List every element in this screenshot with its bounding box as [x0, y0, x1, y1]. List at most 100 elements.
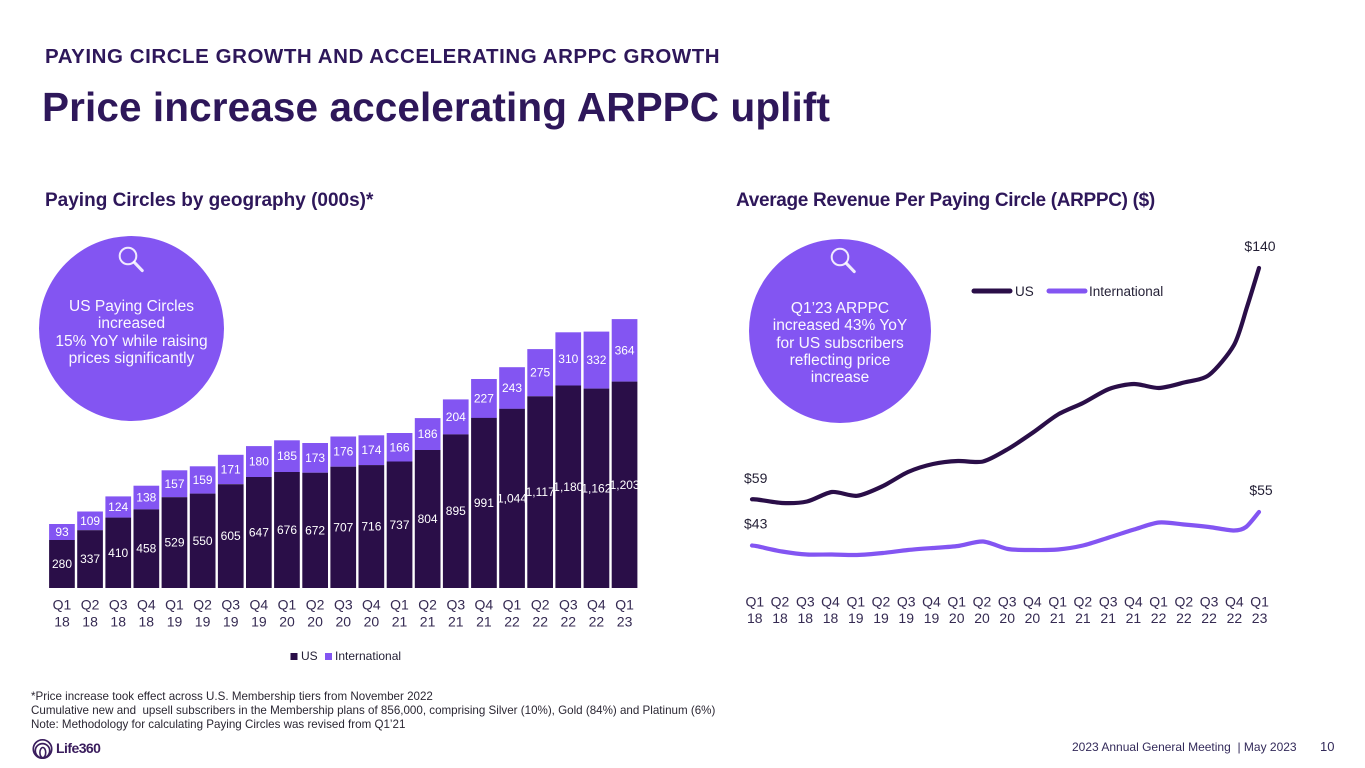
svg-text:529: 529 [164, 536, 184, 550]
svg-text:332: 332 [586, 353, 606, 367]
svg-text:1,180: 1,180 [553, 480, 583, 494]
svg-text:Q2: Q2 [771, 594, 790, 610]
svg-text:159: 159 [193, 473, 213, 487]
svg-text:109: 109 [80, 514, 100, 528]
svg-text:22: 22 [589, 614, 605, 630]
svg-text:18: 18 [82, 614, 98, 630]
svg-text:Q3: Q3 [897, 594, 916, 610]
svg-text:21: 21 [476, 614, 492, 630]
svg-text:337: 337 [80, 552, 100, 566]
svg-text:173: 173 [305, 451, 325, 465]
svg-text:20: 20 [1025, 610, 1041, 626]
svg-text:275: 275 [530, 366, 550, 380]
svg-text:Q3: Q3 [446, 597, 465, 613]
svg-text:991: 991 [474, 496, 494, 510]
svg-text:International: International [1089, 284, 1163, 299]
svg-text:1,162: 1,162 [581, 481, 611, 495]
svg-text:18: 18 [110, 614, 126, 630]
svg-text:Q3: Q3 [998, 594, 1017, 610]
svg-text:157: 157 [164, 477, 184, 491]
svg-text:310: 310 [558, 352, 578, 366]
svg-text:22: 22 [1201, 610, 1217, 626]
svg-text:19: 19 [848, 610, 864, 626]
svg-text:Q1: Q1 [1048, 594, 1067, 610]
svg-text:Q1: Q1 [846, 594, 865, 610]
svg-text:$43: $43 [744, 516, 768, 532]
svg-text:Q3: Q3 [334, 597, 353, 613]
svg-text:19: 19 [195, 614, 211, 630]
svg-text:Q4: Q4 [821, 594, 840, 610]
svg-text:458: 458 [136, 542, 156, 556]
svg-text:Q3: Q3 [109, 597, 128, 613]
svg-text:22: 22 [1151, 610, 1167, 626]
svg-text:20: 20 [974, 610, 990, 626]
svg-text:Q3: Q3 [1099, 594, 1118, 610]
svg-text:Q4: Q4 [1124, 594, 1143, 610]
svg-text:20: 20 [364, 614, 380, 630]
svg-text:707: 707 [333, 520, 353, 534]
svg-text:204: 204 [446, 410, 466, 424]
svg-text:895: 895 [446, 504, 466, 518]
svg-text:243: 243 [502, 381, 522, 395]
svg-text:21: 21 [392, 614, 408, 630]
svg-text:21: 21 [1126, 610, 1142, 626]
svg-text:166: 166 [389, 440, 409, 454]
svg-text:Q4: Q4 [250, 597, 269, 613]
svg-text:672: 672 [305, 523, 325, 537]
svg-text:1,044: 1,044 [497, 491, 527, 505]
svg-text:19: 19 [873, 610, 889, 626]
svg-text:Q3: Q3 [559, 597, 578, 613]
svg-text:Q3: Q3 [1200, 594, 1219, 610]
svg-text:22: 22 [532, 614, 548, 630]
svg-text:US: US [301, 649, 318, 663]
svg-text:22: 22 [561, 614, 577, 630]
svg-text:364: 364 [615, 343, 635, 357]
svg-text:Q4: Q4 [1023, 594, 1042, 610]
svg-text:19: 19 [251, 614, 267, 630]
svg-text:21: 21 [420, 614, 436, 630]
svg-text:185: 185 [277, 449, 297, 463]
svg-text:19: 19 [898, 610, 914, 626]
svg-text:Q2: Q2 [81, 597, 100, 613]
svg-text:280: 280 [52, 557, 72, 571]
svg-text:Q2: Q2 [973, 594, 992, 610]
svg-text:Q1: Q1 [1149, 594, 1168, 610]
svg-text:1,203: 1,203 [610, 478, 640, 492]
svg-text:186: 186 [418, 427, 438, 441]
svg-text:Q2: Q2 [1175, 594, 1194, 610]
svg-text:21: 21 [1050, 610, 1066, 626]
svg-text:18: 18 [747, 610, 763, 626]
svg-text:174: 174 [361, 443, 381, 457]
svg-text:737: 737 [389, 518, 409, 532]
svg-text:22: 22 [1176, 610, 1192, 626]
svg-text:Q4: Q4 [475, 597, 494, 613]
svg-text:138: 138 [136, 491, 156, 505]
svg-text:227: 227 [474, 392, 494, 406]
svg-text:176: 176 [333, 445, 353, 459]
svg-text:US: US [1015, 284, 1034, 299]
svg-text:20: 20 [279, 614, 295, 630]
svg-text:Q1: Q1 [390, 597, 409, 613]
svg-text:180: 180 [249, 455, 269, 469]
svg-text:$55: $55 [1249, 482, 1273, 498]
svg-text:605: 605 [221, 529, 241, 543]
svg-text:21: 21 [448, 614, 464, 630]
svg-text:Q1: Q1 [745, 594, 764, 610]
svg-text:18: 18 [139, 614, 155, 630]
svg-text:550: 550 [193, 534, 213, 548]
svg-text:Q4: Q4 [587, 597, 606, 613]
svg-text:93: 93 [55, 525, 69, 539]
svg-text:Q2: Q2 [531, 597, 550, 613]
svg-text:23: 23 [1252, 610, 1268, 626]
svg-text:Q1: Q1 [278, 597, 297, 613]
svg-text:Q4: Q4 [137, 597, 156, 613]
svg-text:171: 171 [221, 463, 241, 477]
svg-text:20: 20 [949, 610, 965, 626]
svg-text:23: 23 [617, 614, 633, 630]
svg-text:20: 20 [307, 614, 323, 630]
svg-text:$140: $140 [1244, 238, 1275, 254]
svg-text:22: 22 [504, 614, 520, 630]
svg-text:Q3: Q3 [796, 594, 815, 610]
svg-text:Q4: Q4 [922, 594, 941, 610]
svg-text:676: 676 [277, 523, 297, 537]
